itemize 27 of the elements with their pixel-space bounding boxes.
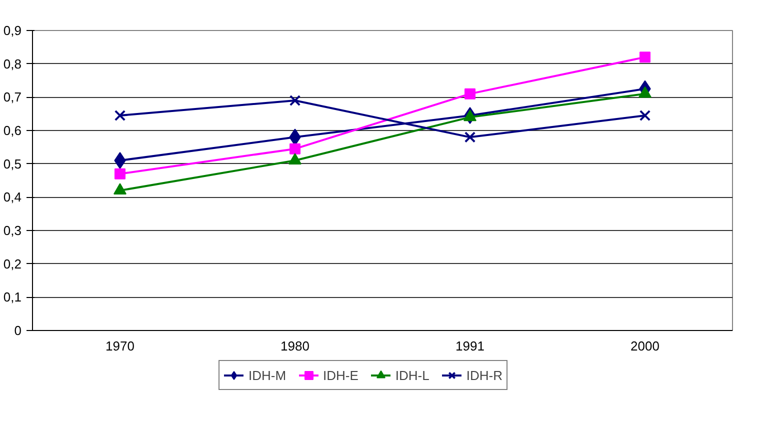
y-tick-label: 0,3 bbox=[3, 223, 22, 238]
legend-label: IDH-M bbox=[248, 368, 286, 382]
point bbox=[464, 132, 476, 143]
y-tick-label: 0,4 bbox=[3, 190, 22, 205]
point bbox=[114, 168, 126, 180]
legend-label: IDH-E bbox=[323, 368, 358, 382]
point bbox=[640, 52, 650, 63]
y-tick-label: 0,1 bbox=[3, 290, 22, 305]
point bbox=[639, 110, 651, 122]
x-tick-label: 1980 bbox=[280, 338, 310, 354]
y-tick-label: 0,6 bbox=[3, 123, 22, 138]
legend-label: IDH-R bbox=[466, 368, 502, 382]
y-tick-label: 0,9 bbox=[3, 23, 22, 38]
point bbox=[114, 110, 126, 122]
x-tick-label: 1970 bbox=[106, 338, 134, 354]
legend-label: IDH-L bbox=[395, 368, 430, 382]
point bbox=[464, 88, 476, 100]
y-tick-label: 0 bbox=[14, 323, 22, 338]
x-tick-label: 1991 bbox=[456, 338, 484, 354]
point bbox=[114, 152, 126, 169]
y-tick-label: 0,8 bbox=[3, 56, 22, 72]
x-tick-label: 2000 bbox=[630, 338, 660, 354]
point bbox=[290, 143, 300, 154]
y-tick-label: 0,7 bbox=[3, 90, 22, 105]
y-tick-label: 0,2 bbox=[3, 256, 22, 272]
y-tick-label: 0,5 bbox=[3, 156, 22, 172]
point bbox=[289, 94, 301, 106]
